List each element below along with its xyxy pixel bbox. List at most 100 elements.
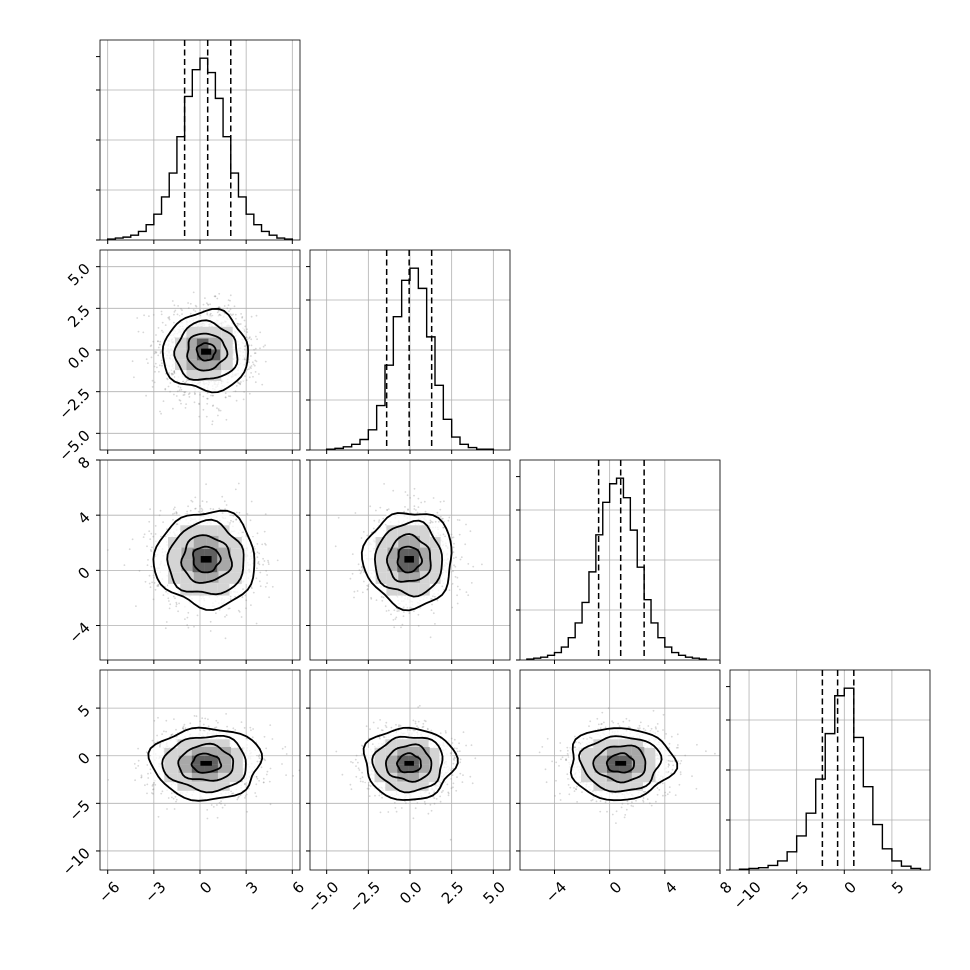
scatter-point [413, 487, 416, 490]
scatter-point [406, 494, 409, 497]
density-cell [186, 315, 198, 327]
scatter-point [378, 521, 380, 523]
scatter-point [238, 511, 241, 514]
scatter-point [142, 536, 145, 538]
scatter-point [165, 730, 168, 733]
density-cell [364, 560, 376, 573]
scatter-point [158, 514, 161, 517]
scatter-point [218, 306, 221, 309]
scatter-point [168, 600, 170, 602]
scatter-point [413, 610, 415, 612]
scatter-point [184, 407, 187, 409]
scatter-point [229, 308, 232, 311]
scatter-point [261, 543, 264, 546]
scatter-point [194, 310, 197, 313]
density-cell [429, 548, 441, 561]
scatter-point [381, 599, 384, 602]
scatter-point [250, 586, 253, 588]
scatter-point [351, 553, 354, 555]
density-cell [175, 370, 187, 381]
scatter-point [392, 489, 395, 492]
scatter-point [173, 311, 176, 313]
scatter-point [228, 310, 230, 313]
density-cell [163, 337, 175, 349]
scatter-point [148, 530, 151, 533]
scatter-point [481, 563, 483, 566]
contour-level-3 [166, 518, 245, 596]
scatter-point [176, 390, 179, 393]
scatter-point [258, 580, 261, 583]
scatter-point [202, 395, 205, 398]
scatter-point [199, 309, 202, 311]
contour-level-4 [161, 307, 250, 394]
density-cell [241, 572, 255, 584]
scatter-point [267, 563, 270, 565]
density-cell [418, 525, 430, 537]
scatter-point [152, 314, 155, 316]
scatter-point [443, 526, 445, 529]
scatter-point [172, 508, 175, 511]
scatter-point [467, 594, 470, 597]
scatter-point [224, 396, 227, 399]
scatter-point [161, 364, 163, 367]
scatter-point [404, 506, 406, 508]
scatter-point [268, 596, 270, 599]
scatter-point [263, 530, 266, 533]
scatter-point [171, 372, 174, 375]
scatter-point [157, 340, 159, 343]
scatter-point [169, 603, 172, 606]
density-cell [206, 535, 219, 548]
scatter-point [219, 409, 222, 412]
scatter-point [223, 305, 226, 307]
scatter-point [198, 415, 201, 418]
density-cell [375, 572, 387, 584]
scatter-point [252, 375, 254, 378]
scatter-point [386, 509, 389, 511]
scatter-point [206, 392, 209, 394]
scatter-point [229, 522, 231, 524]
density-peak [201, 348, 212, 355]
scatter-point [254, 548, 256, 550]
density-cell [192, 513, 205, 526]
scatter-point [186, 510, 189, 513]
axes-frame [309, 249, 511, 451]
scatter-point [173, 371, 176, 374]
scatter-point [453, 564, 455, 567]
scatter-point [154, 525, 157, 527]
scatter-point [197, 510, 200, 513]
contour-level-4 [360, 512, 453, 612]
scatter-point [149, 345, 152, 348]
scatter-point [363, 580, 365, 583]
scatter-point [472, 565, 475, 568]
scatter-point [217, 414, 219, 417]
density-cell [418, 572, 430, 584]
scatter-point [439, 500, 442, 503]
scatter-point [145, 751, 148, 754]
axes-frame [99, 39, 301, 241]
scatter-point [177, 305, 180, 307]
scatter-point [417, 506, 420, 508]
scatter-point [106, 549, 109, 551]
scatter-point [173, 370, 176, 373]
scatter-point [187, 393, 190, 396]
density-cell [397, 595, 409, 608]
scatter-point [182, 394, 185, 396]
scatter-point [456, 519, 459, 521]
scatter-point [159, 343, 161, 346]
scatter-point [216, 407, 218, 410]
scatter-point [211, 420, 214, 423]
density-cell [186, 370, 198, 381]
scatter-point [250, 344, 253, 347]
scatter-point [150, 565, 153, 568]
density-cell [397, 560, 409, 573]
density-peak [200, 556, 212, 563]
density-cell [186, 337, 198, 349]
scatter-point [452, 557, 455, 559]
scatter-point [396, 610, 399, 612]
scatter-point [211, 394, 214, 397]
scatter-panel-4-1 [96, 669, 301, 874]
scatter-point [142, 331, 145, 334]
scatter-point [393, 609, 396, 612]
scatter-point [245, 607, 247, 610]
scatter-point [229, 595, 232, 598]
